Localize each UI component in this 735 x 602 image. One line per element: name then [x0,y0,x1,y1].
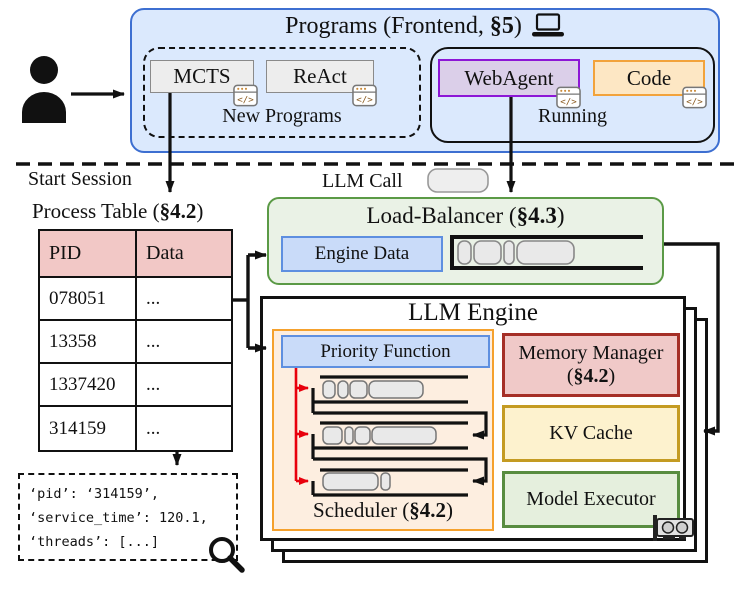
llm-engine-title: LLM Engine [408,299,538,326]
program-react: ReAct [266,60,374,93]
detail-line: ‘threads’: [...] [29,534,160,550]
start-session-label: Start Session [28,168,132,190]
table-cell-data: ... [137,321,231,364]
laptop-icon [531,13,564,37]
llm-call-label: LLM Call [322,170,403,192]
table-cell-data: ... [137,364,231,407]
table-cell-pid: 078051 [40,278,137,321]
table-cell-pid: 1337420 [40,364,137,407]
table-cell-pid: 13358 [40,321,137,364]
running-label: Running [538,104,607,127]
program-mcts-label: MCTS [173,64,231,88]
program-webagent-label: WebAgent [464,65,554,90]
process-detail-box: ‘pid’: ‘314159’, ‘service_time’: 120.1, … [18,473,238,561]
new-programs-group [143,47,421,138]
new-programs-label: New Programs [222,104,342,127]
program-webagent: WebAgent [438,59,580,97]
priority-function-box: Priority Function [281,335,490,368]
frontend-title-text: Programs (Frontend, §5) [285,12,522,39]
memory-manager-box: Memory Manager (§4.2) [502,333,680,397]
detail-line: ‘service_time’: 120.1, [29,510,208,526]
table-cell-pid: 314159 [40,407,137,450]
program-code-label: Code [626,65,672,90]
program-code: Code [593,60,705,96]
process-table-title: Process Table (§4.2) [32,199,204,223]
table-cell-data: ... [137,278,231,321]
process-table: PID Data 078051 ... 13358 ... 1337420 ..… [38,229,233,452]
table-cell-data: ... [146,417,161,439]
kv-cache-box: KV Cache [502,405,680,462]
program-mcts: MCTS [150,60,254,93]
detail-line: ‘pid’: ‘314159’, [29,486,160,502]
engine-data-box: Engine Data [281,236,443,272]
table-header-pid: PID [40,231,137,278]
load-balancer-title: Load-Balancer (§4.3) [366,203,565,228]
user-icon [22,56,66,123]
llm-call-pill [427,168,489,193]
program-react-label: ReAct [293,64,347,88]
model-executor-box: Model Executor [502,471,680,528]
frontend-title: Programs (Frontend, §5) [140,11,710,41]
scheduler-label: Scheduler (§4.2) [313,497,453,522]
table-header-data: Data [137,231,231,278]
running-group [430,47,715,143]
